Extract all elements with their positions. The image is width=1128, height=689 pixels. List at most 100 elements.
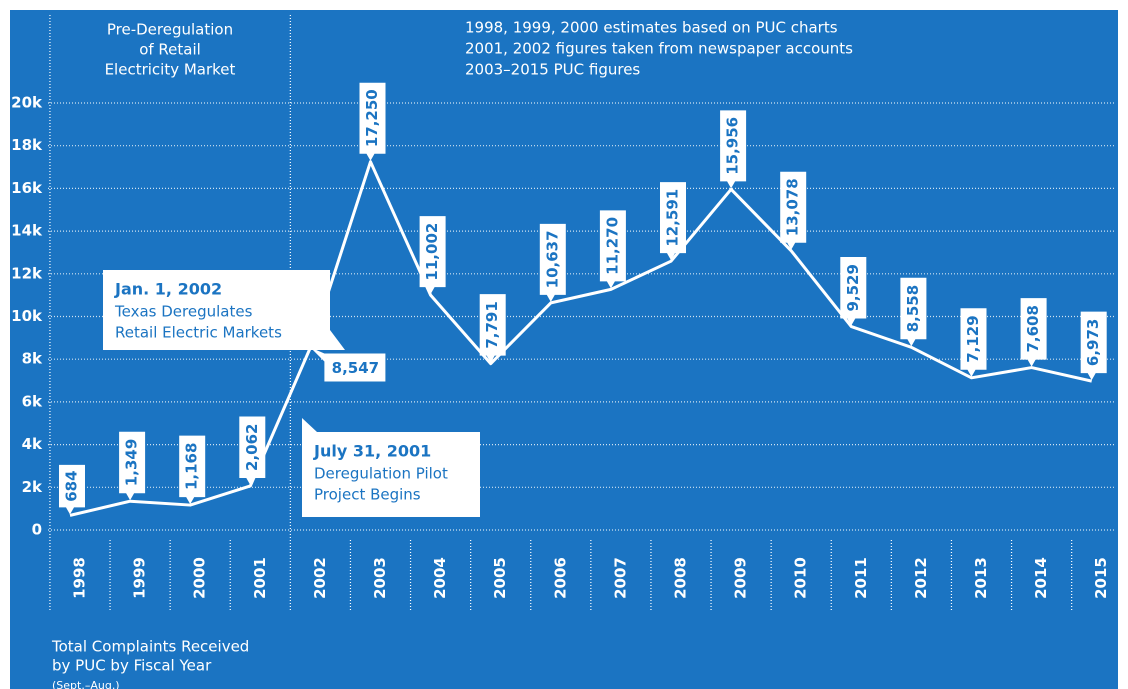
label-box [720, 110, 747, 189]
value-label: 8,558 [900, 277, 927, 347]
value-label: 12,591 [660, 182, 686, 261]
x-tick-label: 2007 [611, 557, 629, 599]
y-tick-label: 8k [22, 350, 43, 368]
value-label: 1,349 [119, 431, 146, 501]
callout: Jan. 1, 2002 Texas Deregulates Retail Elec… [103, 270, 345, 350]
label-box [840, 257, 867, 326]
y-tick-label: 4k [22, 435, 43, 453]
value-label: 6,973 [1080, 311, 1107, 381]
label-box [539, 223, 566, 302]
value-label-text: 11,270 [603, 217, 621, 275]
value-label: 1,168 [179, 435, 206, 505]
value-label: 10,637 [539, 223, 566, 302]
value-label-text: 7,791 [483, 301, 501, 348]
data-line [69, 160, 1093, 517]
label-box [479, 294, 506, 363]
value-label: 9,529 [840, 257, 867, 326]
label-box [59, 464, 85, 515]
label-box [119, 431, 146, 501]
x-tick-label: 2012 [912, 557, 930, 599]
note-line: 2001, 2002 figures taken from newspaper … [465, 40, 853, 58]
value-label: 13,078 [780, 171, 807, 250]
x-tick-label: 2011 [852, 557, 870, 599]
value-label-text: 13,078 [784, 178, 802, 236]
value-label: 7,129 [960, 308, 987, 377]
callout-pointer [302, 418, 317, 447]
x-tick-label: 2002 [311, 557, 329, 599]
value-label: 11,270 [599, 210, 626, 289]
callout-line: Texas Deregulates [114, 303, 253, 321]
y-tick-label: 6k [22, 392, 43, 410]
pre-deregulation-note: Pre-Deregulation of Retail Electricity M… [105, 21, 236, 79]
value-label-text: 1,349 [123, 439, 141, 486]
label-box [359, 82, 386, 161]
callout-pointer [315, 330, 345, 350]
value-label-text: 684 [63, 470, 81, 501]
x-tick-label: 2008 [672, 557, 690, 599]
value-label: 17,250 [359, 82, 386, 161]
value-label: 15,956 [720, 110, 747, 189]
value-label: 7,791 [479, 294, 506, 363]
callout-box [103, 270, 330, 350]
callout-box [302, 432, 480, 517]
value-label-text: 15,956 [724, 117, 742, 175]
value-label-text: 8,547 [332, 359, 379, 377]
value-label-text: 7,129 [964, 315, 982, 362]
y-tick-label: 16k [11, 179, 43, 197]
y-tick-label: 20k [11, 94, 43, 112]
value-label-text: 2,062 [243, 423, 261, 470]
callout: July 31, 2001 Deregulation Pilot Project B… [302, 418, 480, 517]
y-tick-label: 2k [22, 478, 43, 496]
value-label: 684 [59, 464, 85, 515]
label-box [419, 216, 446, 295]
label-box [599, 210, 626, 289]
x-tick-label: 2006 [551, 557, 569, 599]
footer-line: by PUC by Fiscal Year [52, 657, 212, 675]
label-box [1020, 298, 1047, 367]
label-box [900, 277, 927, 347]
value-label-text: 6,973 [1084, 319, 1102, 366]
x-tick-label: 2010 [792, 557, 810, 599]
x-tick-label: 1998 [71, 557, 89, 599]
note-line: Electricity Market [105, 61, 236, 79]
x-tick-label: 2009 [732, 557, 750, 599]
value-label: 8,547 [310, 347, 386, 382]
label-box [1080, 311, 1107, 381]
footer-line: Total Complaints Received [51, 638, 249, 656]
note-line: Pre-Deregulation [107, 21, 233, 39]
callout-line: Retail Electric Markets [115, 324, 282, 342]
value-label-text: 7,608 [1024, 305, 1042, 352]
value-label-text: 8,558 [904, 285, 922, 332]
x-tick-label: 2013 [972, 557, 990, 599]
value-label-text: 9,529 [844, 264, 862, 311]
x-tick-label: 2001 [251, 557, 269, 599]
callout-line: Deregulation Pilot [314, 465, 448, 483]
x-tick-label: 1999 [131, 557, 149, 599]
value-label: 11,002 [419, 216, 446, 295]
y-tick-label: 0 [32, 521, 42, 539]
x-tick-label: 2005 [491, 557, 509, 599]
label-box [179, 435, 206, 505]
label-box [660, 182, 686, 261]
note-line: 2003–2015 PUC figures [465, 61, 640, 79]
value-label-text: 10,637 [543, 230, 561, 288]
y-tick-label: 14k [11, 222, 43, 240]
source-notes: 1998, 1999, 2000 estimates based on PUC … [465, 19, 853, 79]
label-box [780, 171, 807, 250]
value-label-text: 12,591 [664, 189, 682, 247]
note-line: 1998, 1999, 2000 estimates based on PUC … [465, 19, 838, 37]
y-tick-label: 12k [11, 264, 43, 282]
label-box [239, 416, 266, 485]
callout-line: Project Begins [314, 486, 421, 504]
note-line: of Retail [139, 41, 201, 59]
y-tick-label: 18k [11, 136, 43, 154]
y-tick-label: 10k [11, 307, 43, 325]
callout-heading: July 31, 2001 [313, 442, 431, 461]
value-label: 7,608 [1020, 298, 1047, 367]
x-tick-label: 2000 [191, 557, 209, 599]
value-label: 2,062 [239, 416, 266, 485]
label-box [960, 308, 987, 377]
value-label-text: 11,002 [423, 223, 441, 281]
x-tick-label: 2014 [1032, 557, 1050, 599]
